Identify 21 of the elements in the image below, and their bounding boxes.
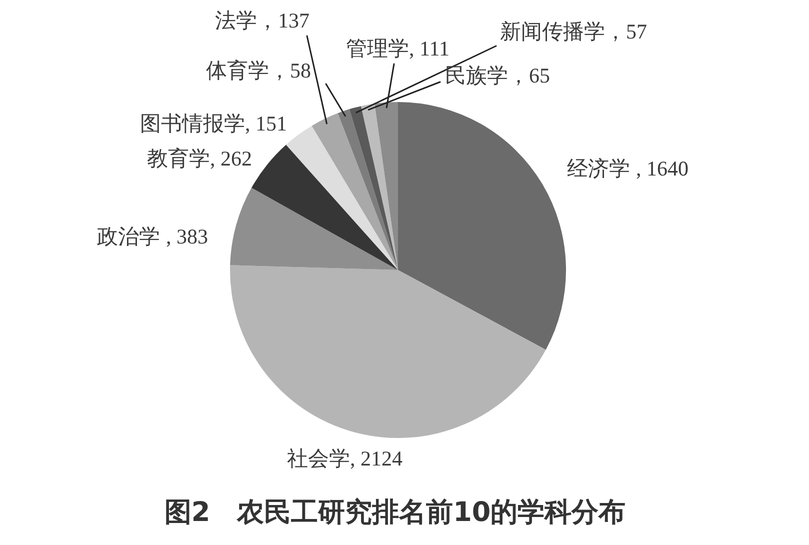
slice-label: 民族学 [445,64,508,88]
data-label: ，65 [508,64,550,88]
data-label: , 383 [166,224,208,249]
slice-label: 管理学 [346,36,409,61]
data-label: ，57 [605,20,647,44]
data-label: ，58 [269,58,311,83]
slice-label: 经济学 [567,156,630,181]
slice-label: 图书情报学 [140,112,245,136]
slice-label: 体育学 [206,58,269,83]
slice-label: 法学 [215,8,257,33]
slice-label: 新闻传播学 [500,20,605,44]
data-label: , 262 [210,146,252,171]
slice-label: 社会学 [287,446,350,471]
data-label: ，137 [257,8,310,33]
data-label: , 151 [245,112,287,136]
data-label: , 2124 [350,446,403,471]
data-label: , 111 [409,36,450,61]
text: 图2 农民工研究排名前10的学科分布 [164,497,626,528]
slice-label: 教育学 [147,146,210,171]
data-label: , 1640 [636,156,688,181]
slice-label: 政治学 [97,224,160,249]
